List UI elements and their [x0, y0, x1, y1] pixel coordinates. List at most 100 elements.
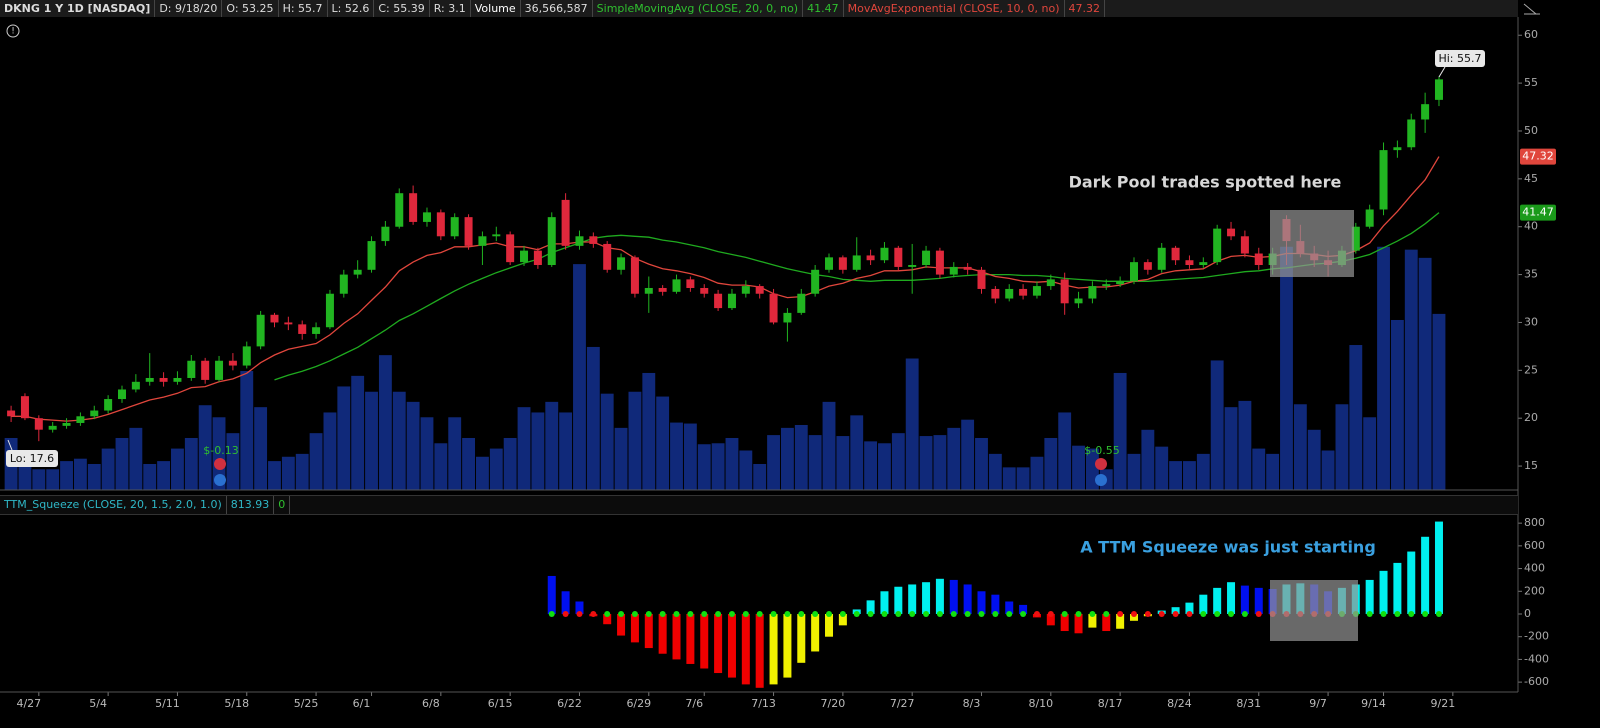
y-tick-label: 600 [1524, 539, 1545, 552]
candle-body [312, 327, 321, 334]
candle-body [617, 257, 626, 270]
momentum-bar [644, 613, 653, 649]
candle-body [714, 293, 723, 309]
volume-bar [1349, 345, 1363, 490]
squeeze-dot [1366, 610, 1373, 617]
y-tick-label: 0 [1524, 607, 1531, 620]
candle-body [145, 377, 154, 382]
close: C: 55.39 [374, 0, 430, 17]
momentum-bar [1116, 613, 1125, 629]
volume-bar [1335, 404, 1349, 490]
candle-body [686, 279, 695, 288]
squeeze-dot [992, 610, 999, 617]
volume-bar [1280, 246, 1293, 490]
event-icon[interactable] [214, 474, 226, 486]
squeeze-dot [1103, 610, 1110, 617]
low: L: 52.6 [328, 0, 375, 17]
volume-bar [462, 437, 476, 490]
y-tick-label: 50 [1524, 124, 1538, 137]
candle-body [561, 199, 570, 246]
momentum-bar [630, 613, 639, 643]
candle-body [173, 377, 182, 382]
volume-bar [683, 423, 697, 490]
volume-bar [1155, 446, 1169, 490]
squeeze-dot [673, 610, 680, 617]
drawing-icon[interactable] [1523, 3, 1540, 15]
candle-layer [7, 76, 1443, 442]
volume-bar [1016, 467, 1030, 490]
squeeze-dot [1186, 610, 1193, 617]
squeeze-dot [590, 610, 597, 617]
squeeze-dot [728, 610, 735, 617]
volume-bar [1321, 450, 1335, 490]
squeeze-dot [1075, 610, 1082, 617]
squeeze-dot [1020, 610, 1027, 617]
candle-body [533, 250, 542, 266]
candle-body [298, 324, 307, 334]
candle-body [811, 269, 820, 294]
squeeze-dot [839, 610, 846, 617]
momentum-bar [991, 594, 1000, 614]
candle-body [1213, 228, 1222, 263]
squeeze-dot [618, 610, 625, 617]
volume-bar [697, 444, 711, 490]
candle-body [880, 247, 889, 261]
squeeze-dot [1006, 610, 1013, 617]
candle-body [991, 288, 1000, 299]
candle-body [908, 265, 917, 267]
momentum-bar [1254, 587, 1263, 614]
squeeze-dot [784, 610, 791, 617]
sma-value: 41.47 [803, 0, 844, 17]
y-tick-label: 45 [1524, 172, 1538, 185]
volume-bar [1169, 461, 1183, 490]
x-tick-label: 9/7 [1309, 697, 1327, 710]
squeeze-dot [826, 610, 833, 617]
y-tick-label: 60 [1524, 28, 1538, 41]
y-tick-label: -200 [1524, 630, 1549, 643]
x-tick-label: 6/15 [488, 697, 513, 710]
info-icon[interactable] [6, 24, 20, 38]
volume-bar [1377, 246, 1390, 490]
candle-body [769, 293, 778, 323]
candle-body [325, 293, 334, 328]
x-tick-label: 7/6 [685, 697, 703, 710]
squeeze-dot [909, 610, 916, 617]
squeeze-dot [562, 610, 569, 617]
volume-bar [1030, 456, 1044, 490]
volume-bar [46, 469, 60, 490]
earnings-icon[interactable] [1095, 458, 1107, 470]
y-tick-label: 15 [1524, 459, 1538, 472]
squeeze-dot [1380, 610, 1387, 617]
squeeze-title: TTM_Squeeze (CLOSE, 20, 1.5, 2.0, 1.0) [0, 496, 227, 514]
candle-body [644, 287, 653, 294]
momentum-bar [1199, 594, 1208, 614]
price-tag [1520, 148, 1556, 165]
volume-bar [1127, 453, 1141, 490]
volume-bar [184, 437, 198, 490]
volume-bar [351, 375, 365, 490]
candle-body [270, 314, 279, 323]
volume-bar [32, 469, 46, 490]
volume-bar [1390, 319, 1404, 490]
volume-bar [1404, 249, 1418, 490]
event-label: $-0.55 [1084, 444, 1119, 457]
candle-body [478, 236, 487, 246]
volume-bar [656, 396, 670, 490]
symbol[interactable]: DKNG 1 Y 1D [NASDAQ] [0, 0, 156, 17]
volume-bar [1196, 453, 1210, 490]
volume: 36,566,587 [521, 0, 593, 17]
squeeze-dot [756, 610, 763, 617]
x-tick-label: 8/17 [1098, 697, 1123, 710]
date: D: 9/18/20 [155, 0, 223, 17]
volume-bar [489, 448, 503, 490]
earnings-icon[interactable] [214, 458, 226, 470]
candle-body [450, 217, 459, 237]
squeeze-dot [576, 610, 583, 617]
volume-bar [254, 407, 268, 490]
event-icon[interactable] [1095, 474, 1107, 486]
callout-box [6, 450, 58, 467]
candle-body [575, 236, 584, 246]
momentum-bar [741, 613, 750, 685]
volume-bar [919, 436, 933, 490]
volume-bar [642, 372, 656, 490]
